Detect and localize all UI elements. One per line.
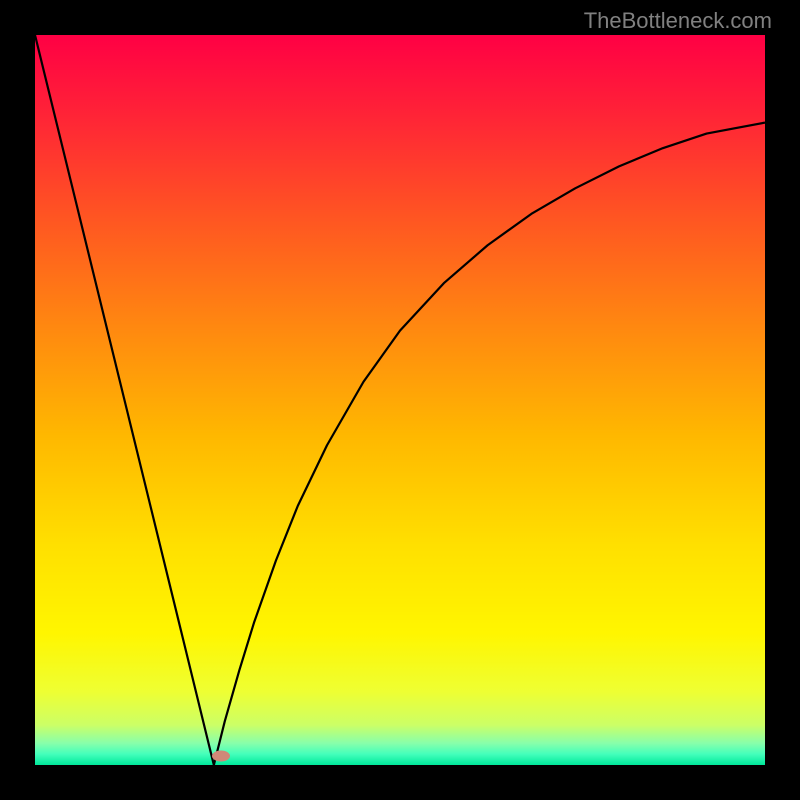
watermark-text: TheBottleneck.com	[584, 8, 772, 34]
chart-container: TheBottleneck.com	[0, 0, 800, 800]
minimum-marker	[212, 750, 230, 761]
bottleneck-curve	[35, 35, 765, 765]
plot-area	[35, 35, 765, 765]
